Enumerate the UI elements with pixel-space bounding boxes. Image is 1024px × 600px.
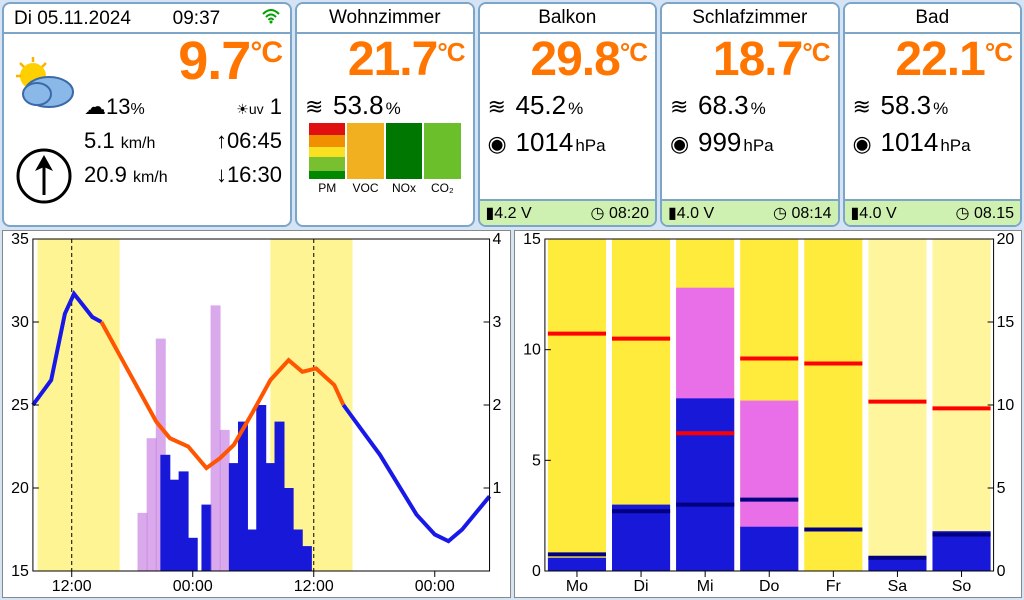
- room-temp: 22.1°C: [853, 36, 1013, 84]
- sunset: ↓16:30: [216, 162, 282, 188]
- svg-text:Di: Di: [633, 578, 648, 595]
- room-pressure: ◉999hPa: [670, 127, 830, 158]
- room-card-wohnzimmer: Wohnzimmer 21.7°C ≋53.8% PMVOCNOxCO₂: [295, 2, 475, 227]
- sunrise: ↑06:45: [216, 128, 282, 154]
- wind-gust: 20.9 km/h: [84, 162, 168, 188]
- outdoor-temp-value: 9.7: [178, 31, 250, 91]
- svg-text:5: 5: [532, 452, 541, 469]
- svg-text:0: 0: [996, 563, 1005, 580]
- room-card-schlafzimmer: Schlafzimmer 18.7°C ≋68.3% ◉999hPa ▮4.0 V…: [660, 2, 840, 227]
- room-humidity: ≋68.3%: [670, 90, 830, 121]
- svg-text:Mi: Mi: [696, 578, 713, 595]
- top-row: Di 05.11.2024 09:37: [2, 2, 1022, 227]
- svg-text:3: 3: [493, 314, 502, 331]
- room-humidity: ≋58.3%: [853, 90, 1013, 121]
- svg-text:20: 20: [11, 480, 29, 497]
- svg-text:10: 10: [996, 397, 1014, 414]
- clock-icon: ◷ 08.15: [956, 203, 1014, 223]
- svg-text:10: 10: [523, 342, 541, 359]
- room-title: Schlafzimmer: [662, 4, 838, 34]
- svg-text:5: 5: [996, 480, 1005, 497]
- cloud-cover: ☁13%: [84, 94, 145, 120]
- wifi-icon: [262, 8, 280, 30]
- outdoor-temp: 9.7°C: [84, 34, 282, 88]
- svg-text:0: 0: [532, 563, 541, 580]
- clock-icon: ◷ 08:20: [591, 203, 649, 223]
- room-footer: ▮4.0 V ◷ 08.15: [845, 199, 1021, 225]
- air-quality-bars: PMVOCNOxCO₂: [305, 125, 465, 195]
- svg-text:12:00: 12:00: [294, 578, 334, 595]
- svg-text:1: 1: [493, 480, 502, 497]
- history-chart: 15 20 25 30 35 1 2 3 4 12:00 00:00 12:00 00:00: [2, 230, 511, 598]
- room-title: Balkon: [480, 4, 656, 34]
- svg-text:15: 15: [523, 231, 541, 248]
- room-pressure: ◉1014hPa: [853, 127, 1013, 158]
- svg-text:12:00: 12:00: [52, 578, 92, 595]
- svg-text:30: 30: [11, 314, 29, 331]
- room-card-balkon: Balkon 29.8°C ≋45.2% ◉1014hPa ▮4.2 V ◷ 08…: [478, 2, 658, 227]
- svg-text:2: 2: [493, 397, 502, 414]
- room-temp: 29.8°C: [488, 36, 648, 84]
- wind-direction-icon: [15, 147, 73, 205]
- svg-text:Fr: Fr: [825, 578, 841, 595]
- room-humidity: ≋53.8%: [305, 90, 465, 121]
- room-humidity: ≋45.2%: [488, 90, 648, 121]
- svg-text:00:00: 00:00: [415, 578, 455, 595]
- room-card-bad: Bad 22.1°C ≋58.3% ◉1014hPa ▮4.0 V ◷ 08.15: [843, 2, 1023, 227]
- svg-text:Mo: Mo: [565, 578, 587, 595]
- battery-icon: ▮4.0 V: [668, 203, 714, 223]
- svg-text:Do: Do: [759, 578, 780, 595]
- uv-index: ☀uv 1: [236, 94, 282, 120]
- svg-text:So: So: [951, 578, 971, 595]
- svg-text:35: 35: [11, 231, 29, 248]
- forecast-chart: Mo Di Mi Do Fr Sa So 0 5 10 15 0 5 10 15 20: [514, 230, 1023, 598]
- room-pressure: ◉1014hPa: [488, 127, 648, 158]
- room-title: Bad: [845, 4, 1021, 34]
- room-footer: ▮4.0 V ◷ 08:14: [662, 199, 838, 225]
- svg-text:25: 25: [11, 397, 29, 414]
- battery-icon: ▮4.2 V: [486, 203, 532, 223]
- clock-icon: ◷ 08:14: [773, 203, 831, 223]
- bottom-row: 1520253035123412:0000:0012:0000:00 MoDiM…: [2, 230, 1022, 598]
- svg-text:15: 15: [996, 314, 1014, 331]
- svg-text:Sa: Sa: [887, 578, 907, 595]
- wind-speed: 5.1 km/h: [84, 128, 155, 154]
- room-footer: ▮4.2 V ◷ 08:20: [480, 199, 656, 225]
- outdoor-card: Di 05.11.2024 09:37: [2, 2, 292, 227]
- time-text: 09:37: [173, 8, 221, 30]
- battery-icon: ▮4.0 V: [851, 203, 897, 223]
- weather-icon: [9, 54, 79, 114]
- datetime-header: Di 05.11.2024 09:37: [4, 4, 290, 32]
- svg-text:15: 15: [11, 563, 29, 580]
- svg-text:4: 4: [493, 231, 502, 248]
- room-temp: 18.7°C: [670, 36, 830, 84]
- date-text: Di 05.11.2024: [14, 8, 131, 30]
- room-title: Wohnzimmer: [297, 4, 473, 34]
- room-temp: 21.7°C: [305, 36, 465, 84]
- svg-text:20: 20: [996, 231, 1014, 248]
- svg-text:00:00: 00:00: [173, 578, 213, 595]
